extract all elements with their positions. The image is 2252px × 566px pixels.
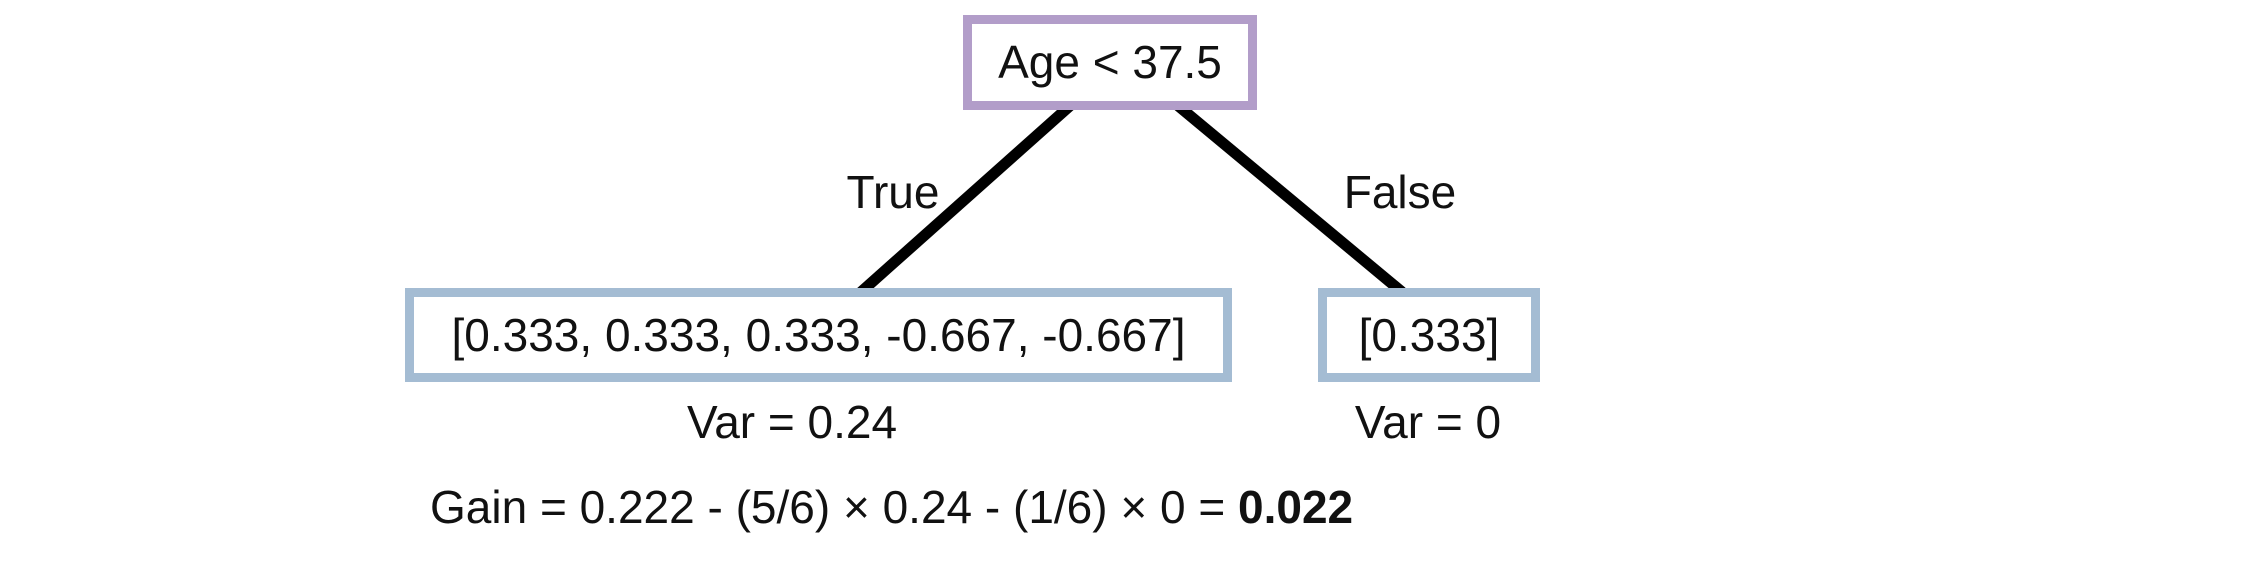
variance-label-left: Var = 0.24 [592, 396, 992, 449]
leaf-node-left-values: [0.333, 0.333, 0.333, -0.667, -0.667] [451, 308, 1186, 361]
leaf-node-left-box: [0.333, 0.333, 0.333, -0.667, -0.667] [405, 288, 1232, 382]
leaf-node-right-box: [0.333] [1318, 288, 1540, 382]
gain-formula: Gain = 0.222 - (5/6) × 0.24 - (1/6) × 0 … [430, 481, 1353, 534]
edge-label-true: True [793, 166, 993, 219]
gain-formula-result: 0.022 [1238, 481, 1354, 533]
variance-label-right: Var = 0 [1228, 396, 1628, 449]
root-node-box: Age < 37.5 [963, 15, 1257, 110]
gain-formula-expression: Gain = 0.222 - (5/6) × 0.24 - (1/6) × 0 … [430, 481, 1239, 533]
variance-label-left-text: Var = 0.24 [686, 396, 898, 448]
variance-label-right-text: Var = 0 [1354, 396, 1502, 448]
root-node-label: Age < 37.5 [998, 36, 1222, 89]
edge-label-true-text: True [846, 166, 940, 218]
edge-label-false: False [1300, 166, 1500, 219]
edge-label-false-text: False [1343, 166, 1457, 218]
leaf-node-right-values: [0.333] [1358, 308, 1500, 361]
